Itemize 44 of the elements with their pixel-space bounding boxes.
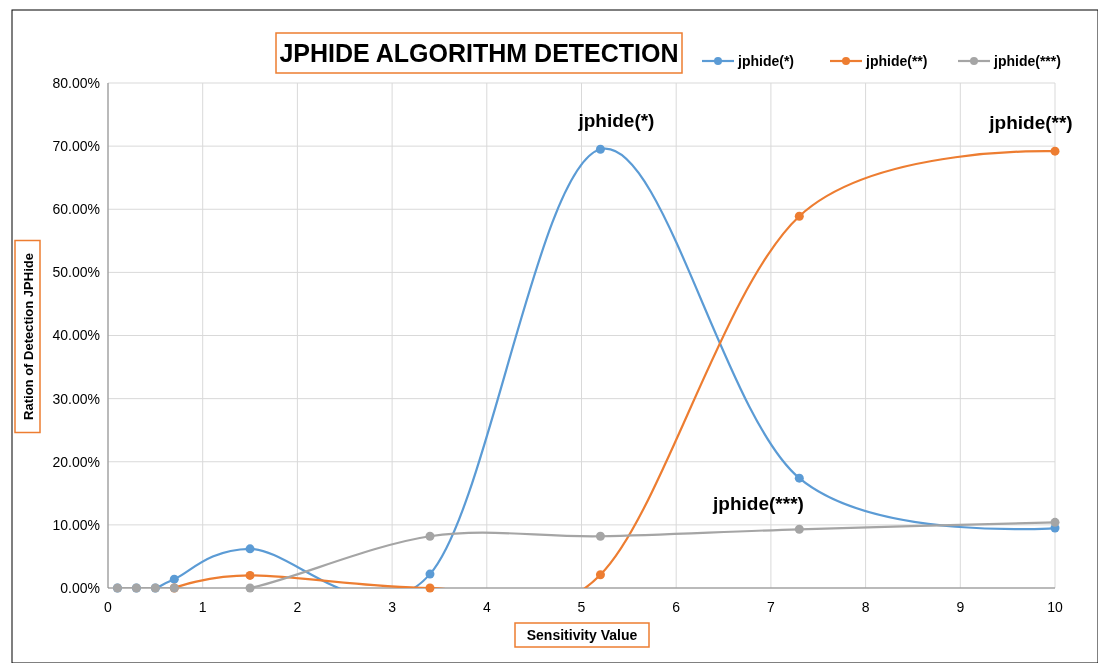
legend-label: jphide(*): [737, 52, 794, 69]
y-tick-label: 70.00%: [52, 138, 100, 155]
y-tick-label: 40.00%: [52, 327, 100, 344]
point: [425, 583, 435, 593]
y-tick-label: 60.00%: [52, 201, 100, 218]
y-tick-label: 30.00%: [52, 390, 100, 407]
y-tick-label: 10.00%: [52, 516, 100, 533]
legend-label: jphide(**): [865, 52, 928, 69]
point: [595, 570, 605, 580]
y-tick-label: 0.00%: [60, 579, 100, 596]
x-tick-label: 8: [861, 599, 870, 615]
y-tick-label: 50.00%: [52, 264, 100, 281]
x-tick-label: 5: [577, 599, 586, 615]
x-tick-label: 4: [482, 599, 491, 615]
x-tick-label: 6: [672, 599, 681, 615]
y-axis-title: Ration of Detection JPHide: [21, 253, 36, 420]
point: [1050, 146, 1060, 156]
chart-title: JPHIDE ALGORITHM DETECTION: [279, 39, 679, 67]
point: [245, 583, 255, 593]
point: [425, 531, 435, 541]
point: [425, 569, 435, 579]
point: [794, 524, 804, 534]
point: [595, 144, 605, 154]
x-tick-label: 2: [293, 599, 302, 615]
point: [595, 531, 605, 541]
x-axis-title: Sensitivity Value: [526, 627, 638, 643]
x-tick-label: 9: [956, 599, 965, 615]
legend-label: jphide(***): [993, 52, 1061, 69]
point: [794, 211, 804, 221]
x-tick-label: 1: [198, 599, 207, 615]
point: [245, 570, 255, 580]
annotation: jphide(*): [577, 110, 655, 132]
x-tick-label: 0: [104, 599, 113, 615]
annotation: jphide(**): [988, 112, 1073, 134]
annotation: jphide(***): [712, 492, 804, 514]
x-tick-label: 7: [767, 599, 775, 615]
y-tick-label: 80.00%: [52, 74, 100, 91]
x-tick-label: 3: [388, 599, 397, 615]
point: [1050, 517, 1060, 527]
point: [169, 574, 179, 584]
point: [794, 473, 804, 483]
point: [245, 544, 255, 554]
x-tick-label: 10: [1047, 599, 1063, 615]
y-tick-label: 20.00%: [52, 453, 100, 470]
